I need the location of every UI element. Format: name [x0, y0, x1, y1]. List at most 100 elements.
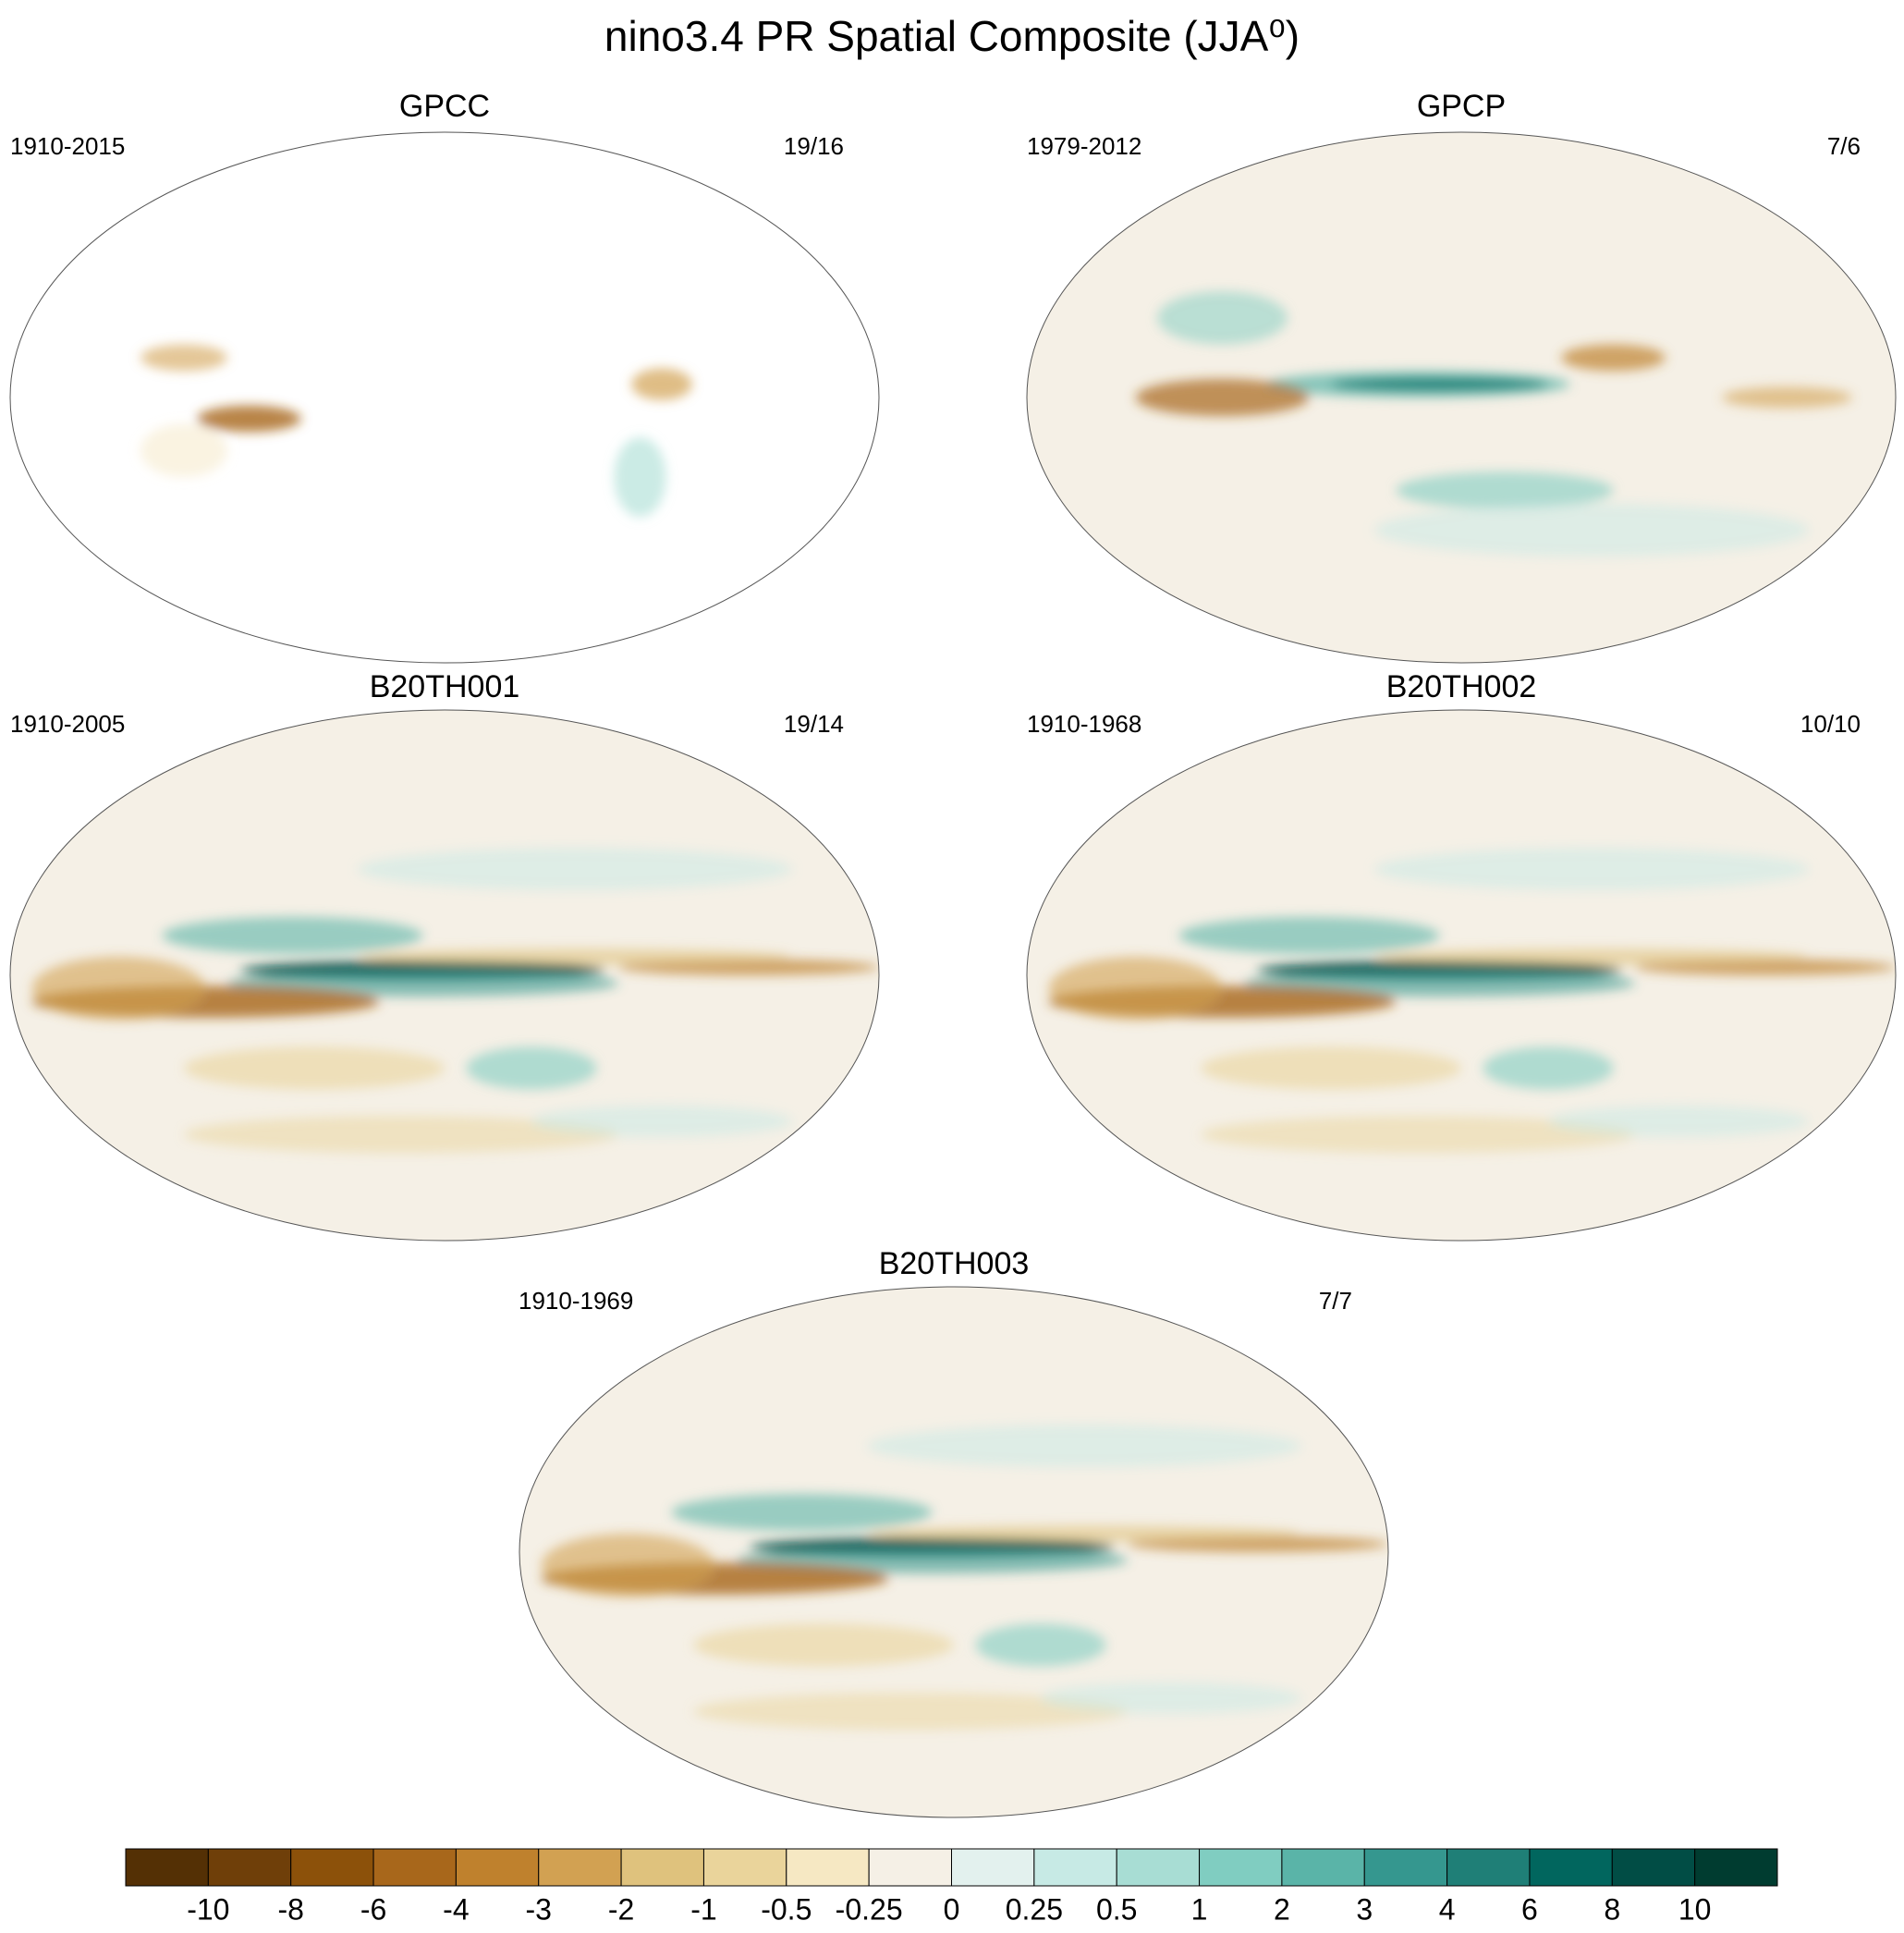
colorbar-box [951, 1848, 1035, 1887]
colorbar-box [620, 1848, 704, 1887]
panel-period: 1979-2012 [1027, 132, 1141, 160]
map-panel [9, 709, 880, 1242]
field-blob [140, 423, 227, 478]
map-field [541, 1425, 1388, 1731]
map-panel [1026, 131, 1897, 664]
map-field [140, 344, 692, 518]
field-blob [693, 1693, 1128, 1731]
colorbar-box [1446, 1848, 1531, 1887]
colorbar-label: 0.25 [1006, 1892, 1063, 1926]
colorbar-label: 0 [944, 1892, 960, 1926]
field-blob [227, 970, 618, 997]
colorbar-label: 1 [1191, 1892, 1208, 1926]
field-blob [1048, 956, 1223, 1021]
field-blob [671, 1493, 933, 1532]
field-blob [975, 1623, 1106, 1667]
colorbar-label: -8 [277, 1892, 303, 1926]
field-blob [1561, 344, 1666, 372]
map-border [9, 709, 880, 1242]
colorbar-label: 6 [1521, 1892, 1538, 1926]
colorbar-box [290, 1848, 374, 1887]
colorbar-box [125, 1848, 209, 1887]
field-blob [184, 1116, 618, 1154]
colorbar-label: 2 [1274, 1892, 1290, 1926]
colorbar-label: -2 [608, 1892, 634, 1926]
field-blob [197, 405, 301, 433]
panel-title: B20TH001 [370, 669, 520, 704]
map-field [1135, 291, 1852, 557]
field-blob [531, 1105, 792, 1138]
field-blob [737, 1547, 1128, 1573]
panel-count: 19/14 [784, 710, 844, 738]
field-blob [541, 1533, 715, 1597]
field-blob [162, 916, 423, 955]
panel-period: 1910-1968 [1027, 710, 1141, 738]
colorbar-box [1199, 1848, 1283, 1887]
colorbar-label: -10 [187, 1892, 229, 1926]
field-blob [614, 437, 666, 518]
field-blob [693, 1623, 954, 1667]
field-blob [1483, 1046, 1614, 1090]
map-border [1026, 709, 1897, 1242]
colorbar-box [1363, 1848, 1448, 1887]
colorbar-label: 0.5 [1096, 1892, 1137, 1926]
field-blob [358, 948, 792, 965]
field-blob [184, 1046, 445, 1090]
field-blob [1722, 386, 1852, 409]
colorbar-box [1281, 1848, 1365, 1887]
panel-title: GPCC [399, 89, 490, 124]
colorbar-label: -1 [690, 1892, 716, 1926]
colorbar-box [207, 1848, 292, 1887]
colorbar-label: 3 [1356, 1892, 1373, 1926]
colorbar-box [1694, 1848, 1778, 1887]
field-blob [1548, 1105, 1809, 1138]
field-blob [1201, 1046, 1461, 1090]
colorbar-box [1611, 1848, 1696, 1887]
colorbar-box [538, 1848, 622, 1887]
colorbar-label: 4 [1439, 1892, 1456, 1926]
field-blob [867, 1525, 1301, 1542]
field-blob [466, 1046, 597, 1090]
map-background [10, 132, 879, 663]
colorbar-box [455, 1848, 540, 1887]
colorbar-label: 8 [1604, 1892, 1620, 1926]
field-blob [140, 344, 227, 372]
panel-count: 7/7 [1319, 1287, 1352, 1315]
colorbar-box [372, 1848, 457, 1887]
colorbar-box [1529, 1848, 1613, 1887]
map-panel [9, 131, 880, 664]
panel-count: 10/10 [1800, 710, 1861, 738]
figure-title: nino3.4 PR Spatial Composite (JJA⁰) [604, 12, 1300, 60]
colorbar-label: -4 [443, 1892, 469, 1926]
colorbar-box [1116, 1848, 1201, 1887]
colorbar-box [868, 1848, 953, 1887]
field-blob [867, 1425, 1301, 1468]
map-border [519, 1286, 1389, 1818]
map-border [1026, 131, 1897, 664]
map-panel [1026, 709, 1897, 1242]
panel-count: 19/16 [784, 132, 844, 160]
panel-title: GPCP [1417, 89, 1506, 124]
field-blob [1201, 1116, 1635, 1154]
field-blob [31, 956, 206, 1021]
panel-period: 1910-2015 [10, 132, 125, 160]
field-blob [631, 368, 692, 400]
field-blob [1178, 916, 1440, 955]
panel-period: 1910-1969 [519, 1287, 633, 1315]
panel-title: B20TH003 [879, 1246, 1030, 1281]
field-blob [1374, 948, 1809, 965]
field-blob [1041, 1682, 1301, 1715]
map-panel [519, 1286, 1389, 1818]
map-field [31, 848, 879, 1154]
colorbar-label: -0.25 [836, 1892, 903, 1926]
field-blob [1135, 378, 1310, 417]
field-blob [1244, 970, 1635, 997]
panel-count: 7/6 [1827, 132, 1861, 160]
colorbar-box [702, 1848, 787, 1887]
colorbar-label: 10 [1678, 1892, 1712, 1926]
map-field [1048, 848, 1896, 1154]
colorbar-label: -6 [360, 1892, 386, 1926]
field-blob [1396, 471, 1614, 509]
field-blob [1157, 291, 1288, 345]
